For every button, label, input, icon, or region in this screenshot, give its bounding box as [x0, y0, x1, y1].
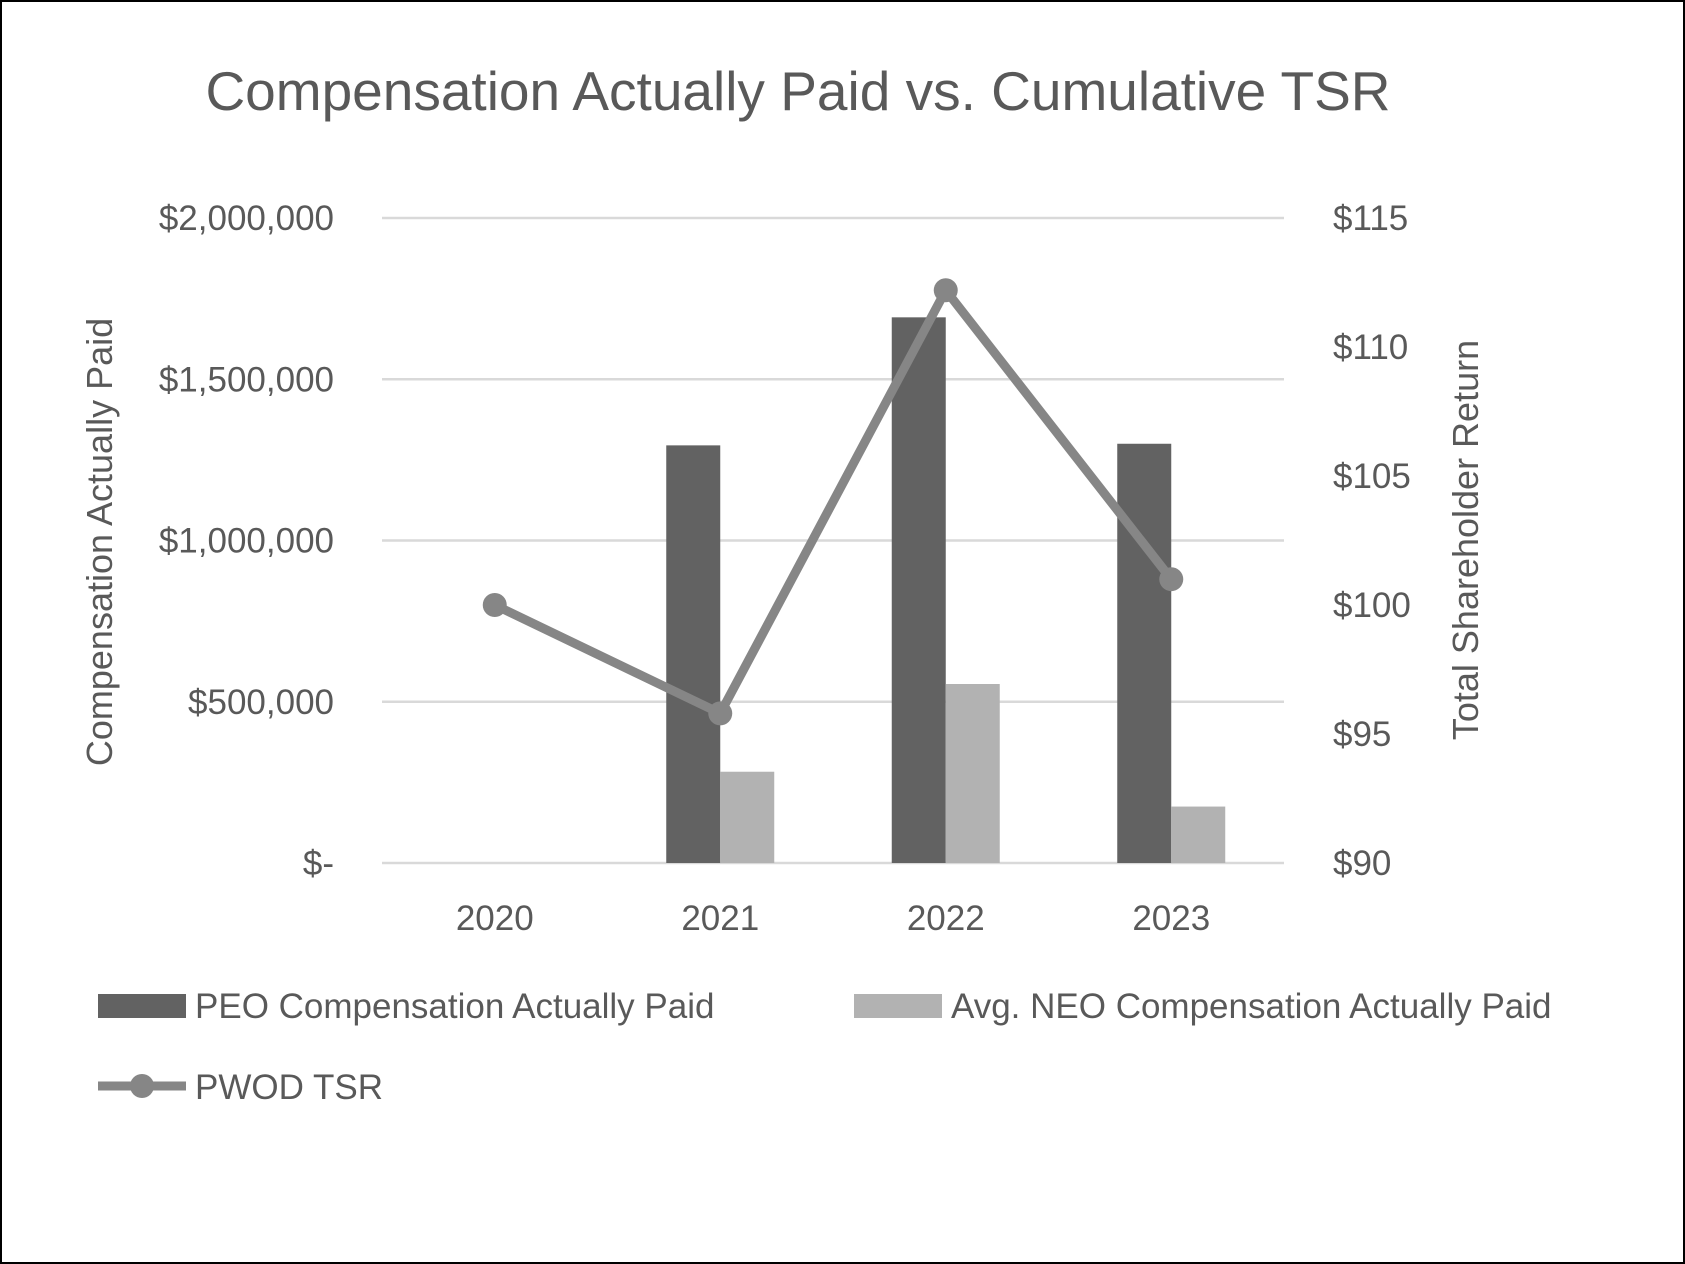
right-tick-label-0: $90: [1333, 844, 1391, 883]
tsr-point-2020: [482, 593, 507, 617]
legend-label-tsr: PWOD TSR: [195, 1068, 383, 1107]
tsr-line: [492, 285, 1175, 718]
x-tick-label-2022: 2022: [907, 899, 985, 938]
bar-neo-2022: [945, 684, 1000, 863]
left-tick-label-4: $2,000,000: [159, 199, 334, 238]
right-tick-label-2: $100: [1333, 586, 1411, 625]
legend-swatch-neo: [854, 994, 942, 1018]
left-tick-label-0: $-: [303, 844, 334, 883]
legend: PEO Compensation Actually Paid Avg. NEO …: [98, 987, 1552, 1107]
legend-label-neo: Avg. NEO Compensation Actually Paid: [951, 987, 1552, 1026]
bar-peo-2022: [891, 317, 946, 864]
right-tick-label-1: $95: [1333, 715, 1391, 754]
right-tick-label-4: $110: [1333, 328, 1408, 367]
left-axis-ticks: $- $500,000 $1,000,000 $1,500,000 $2,000,000: [159, 199, 334, 883]
left-tick-label-2: $1,000,000: [159, 522, 334, 561]
bar-peo-2021: [666, 445, 721, 863]
legend-swatch-peo: [98, 994, 186, 1018]
bar-neo-2021: [720, 771, 775, 863]
bars: [666, 317, 1226, 864]
right-tick-label-5: $115: [1333, 199, 1408, 238]
tsr-point-2022: [933, 278, 958, 303]
right-axis-title: Total Shareholder Return: [1445, 340, 1486, 740]
tsr-point-2023: [1159, 567, 1184, 592]
tsr-line-series: [482, 278, 1184, 726]
x-tick-label-2023: 2023: [1132, 899, 1210, 938]
x-axis-ticks: 2020 2021 2022 2023: [456, 899, 1210, 938]
chart-title: Compensation Actually Paid vs. Cumulativ…: [205, 60, 1390, 122]
legend-swatch-tsr-marker: [130, 1074, 154, 1098]
bar-peo-2023: [1117, 443, 1172, 863]
left-tick-label-3: $1,500,000: [159, 360, 334, 399]
left-axis-title: Compensation Actually Paid: [79, 318, 120, 766]
legend-label-peo: PEO Compensation Actually Paid: [195, 987, 714, 1026]
right-axis-ticks: $90 $95 $100 $105 $110 $115: [1333, 199, 1411, 883]
left-tick-label-1: $500,000: [188, 683, 334, 722]
tsr-point-2021: [708, 701, 733, 726]
x-tick-label-2021: 2021: [681, 899, 759, 938]
right-tick-label-3: $105: [1333, 457, 1411, 496]
x-tick-label-2020: 2020: [456, 899, 534, 938]
bar-neo-2023: [1171, 806, 1226, 863]
